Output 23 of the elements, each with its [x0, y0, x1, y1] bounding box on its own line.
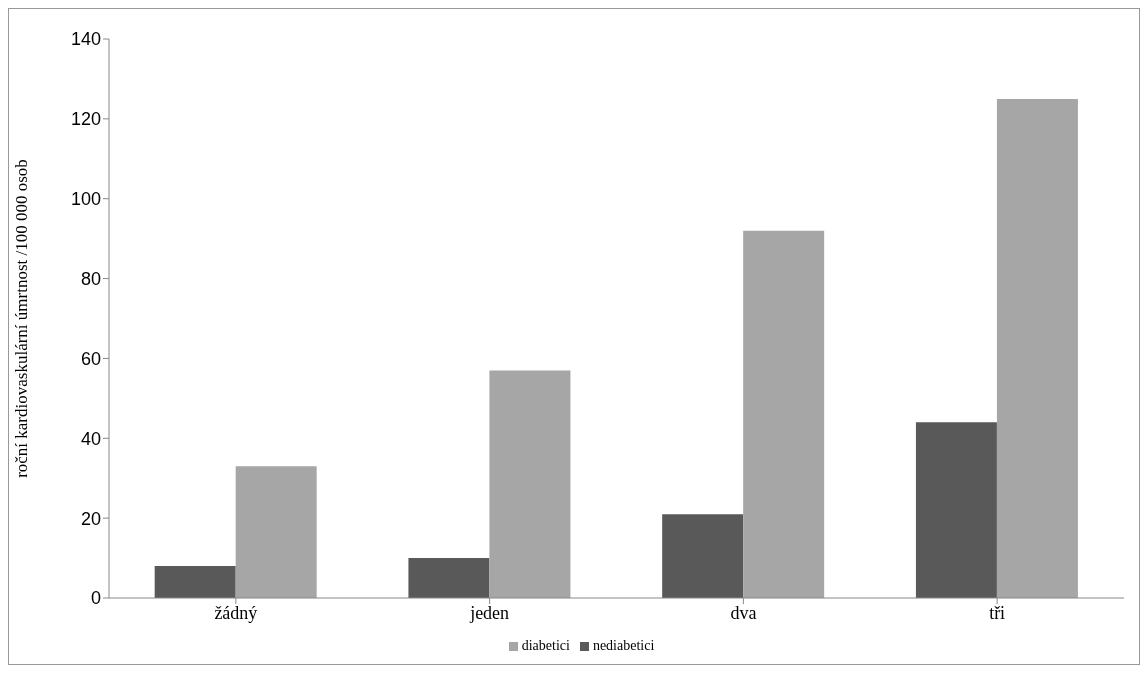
bar	[489, 370, 571, 598]
y-tick-label: 20	[80, 508, 101, 529]
bar	[743, 230, 825, 598]
legend-label: diabetici	[521, 638, 570, 653]
x-tick-label: dva	[730, 602, 757, 623]
x-tick-label: jeden	[469, 602, 510, 623]
bar	[408, 558, 490, 598]
x-tick-label: žádný	[214, 602, 258, 623]
bar	[662, 514, 744, 598]
bar	[154, 566, 236, 598]
legend-label: nediabetici	[592, 638, 655, 653]
y-tick-label: 60	[80, 348, 101, 369]
bar	[996, 98, 1078, 598]
y-tick-label: 140	[70, 29, 101, 50]
y-tick-label: 100	[70, 189, 101, 210]
bar	[235, 466, 317, 598]
x-tick-label: tři	[989, 602, 1006, 623]
y-tick-label: 0	[90, 588, 101, 609]
bar	[915, 422, 997, 598]
y-tick-label: 80	[80, 268, 101, 289]
y-tick-label: 120	[70, 109, 101, 130]
y-tick-label: 40	[80, 428, 101, 449]
y-axis-title: roční kardiovaskulární úmrtnost /100 000 osob	[12, 159, 32, 478]
